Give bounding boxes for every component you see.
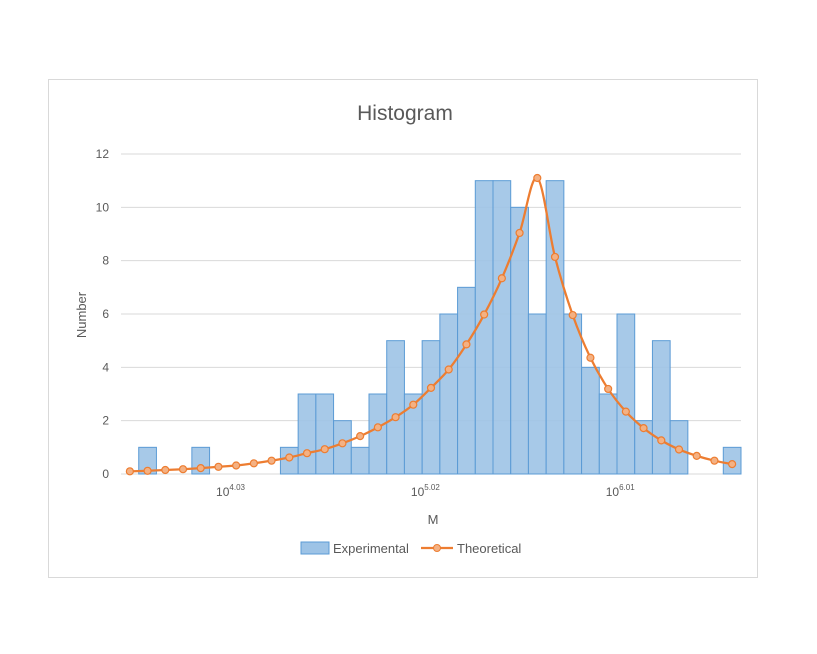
- chart-frame: Histogram 0 2 4 6 8 10 12 104.03 105.02 106.01 M…: [48, 79, 758, 578]
- histogram-bar: [386, 340, 405, 475]
- y-axis-label: Number: [74, 291, 89, 338]
- x-tick-label: 104.03: [216, 483, 245, 499]
- theoretical-point: [125, 467, 134, 476]
- chart-title: Histogram: [357, 102, 453, 125]
- histogram-bar: [457, 286, 476, 475]
- x-tick-label: 106.01: [606, 483, 635, 499]
- theoretical-point: [497, 274, 506, 283]
- theoretical-point: [621, 407, 630, 416]
- theoretical-point: [480, 310, 489, 319]
- theoretical-point: [320, 445, 329, 454]
- legend-theoretical-label: Theoretical: [457, 541, 521, 556]
- histogram-bar: [563, 313, 583, 475]
- y-tick-label: 8: [102, 254, 109, 268]
- theoretical-point: [604, 384, 613, 394]
- theoretical-point: [710, 456, 719, 465]
- histogram-bar: [581, 366, 600, 475]
- legend-theoretical-marker: [433, 544, 441, 552]
- histogram-bar: [439, 313, 459, 475]
- theoretical-point: [285, 453, 294, 462]
- x-tick-label: 105.02: [411, 483, 440, 499]
- legend: Experimental Theoretical: [300, 541, 521, 556]
- y-tick-label: 6: [102, 307, 109, 321]
- theoretical-point: [196, 464, 205, 473]
- theoretical-point: [639, 424, 648, 433]
- theoretical-point: [550, 252, 560, 262]
- theoretical-point: [515, 228, 524, 238]
- y-tick-label: 2: [102, 414, 109, 428]
- histogram-bar: [598, 393, 618, 475]
- experimental-bars: [138, 180, 742, 475]
- theoretical-point: [568, 310, 577, 320]
- legend-experimental-swatch: [300, 541, 330, 555]
- theoretical-point: [178, 465, 188, 474]
- y-tick-label: 10: [96, 200, 110, 214]
- theoretical-point: [692, 451, 701, 460]
- y-tick-label: 12: [96, 147, 110, 161]
- theoretical-point: [391, 413, 400, 422]
- theoretical-point: [249, 459, 258, 468]
- theoretical-point: [338, 439, 347, 448]
- histogram-bar: [315, 393, 335, 475]
- theoretical-point: [444, 365, 453, 374]
- theoretical-point: [674, 445, 684, 454]
- theoretical-point: [373, 423, 382, 432]
- theoretical-point: [143, 466, 152, 475]
- theoretical-point: [586, 353, 595, 362]
- y-tick-label: 4: [102, 360, 109, 374]
- theoretical-point: [533, 173, 542, 183]
- x-axis-ticks: 104.03 105.02 106.01: [216, 483, 635, 499]
- theoretical-point: [462, 340, 471, 349]
- x-axis-label: M: [428, 512, 439, 527]
- theoretical-point: [232, 461, 241, 470]
- histogram-bar: [616, 313, 636, 475]
- histogram-bar: [492, 180, 512, 475]
- theoretical-point: [302, 449, 312, 458]
- y-tick-label: 0: [102, 467, 109, 481]
- theoretical-point: [409, 400, 418, 409]
- histogram-bar: [651, 340, 671, 475]
- theoretical-point: [657, 436, 666, 445]
- theoretical-point: [214, 462, 223, 471]
- histogram-bar: [350, 446, 370, 475]
- theoretical-point: [426, 383, 436, 392]
- histogram-chart: Histogram 0 2 4 6 8 10 12 104.03 105.02 106.01 M…: [74, 102, 742, 556]
- theoretical-point: [161, 465, 170, 475]
- legend-experimental-label: Experimental: [333, 541, 409, 556]
- theoretical-point: [728, 460, 737, 469]
- theoretical-point: [267, 456, 276, 465]
- histogram-bar: [421, 340, 441, 475]
- histogram-bar: [527, 313, 547, 475]
- theoretical-point: [356, 432, 365, 441]
- histogram-bar: [297, 393, 317, 475]
- histogram-bar: [368, 393, 388, 475]
- theoretical-line: [125, 173, 737, 476]
- y-axis-ticks: 0 2 4 6 8 10 12: [96, 147, 110, 481]
